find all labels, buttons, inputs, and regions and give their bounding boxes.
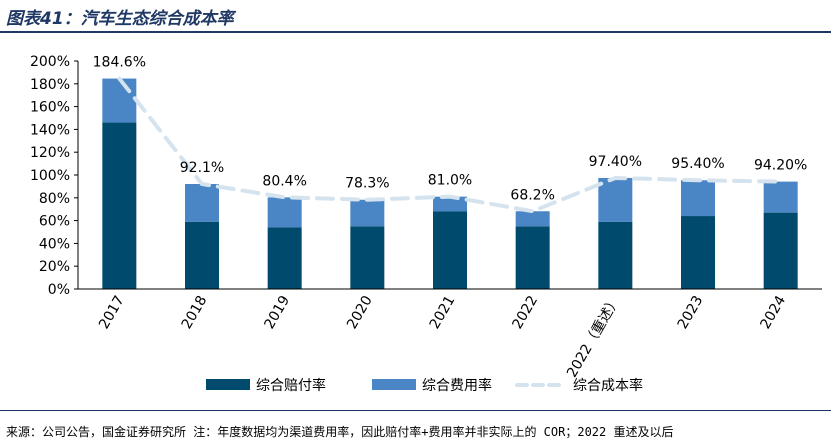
data-label: 68.2% bbox=[510, 187, 554, 203]
data-labels: 184.6% 92.1% 80.4% 78.3% 81.0% 68.2% 97.40% 95.… bbox=[93, 55, 808, 204]
expense-ratio-bar bbox=[598, 177, 633, 222]
y-tick-label: 160% bbox=[30, 100, 70, 116]
y-tick-label: 0% bbox=[48, 282, 70, 298]
legend-loss-ratio-label: 综合赔付率 bbox=[256, 377, 326, 394]
legend-expense-ratio-swatch bbox=[372, 379, 416, 390]
data-label: 95.40% bbox=[671, 156, 724, 172]
loss-ratio-bar bbox=[102, 122, 137, 289]
expense-ratio-bar bbox=[433, 196, 467, 212]
loss-ratio-bar bbox=[681, 216, 715, 289]
expense-ratio-bar bbox=[681, 180, 715, 217]
x-tick-label: 2020 bbox=[344, 293, 376, 332]
x-tick-label: 2024 bbox=[757, 293, 789, 332]
combined-ratio-line bbox=[117, 76, 783, 214]
loss-ratio-bar bbox=[267, 227, 302, 289]
y-axis: 0% 20% 40% 60% 80% 100% 120% 140% 160% 180% 200% bbox=[30, 54, 79, 298]
y-tick-label: 140% bbox=[30, 122, 70, 138]
bars bbox=[102, 78, 798, 289]
y-tick-label: 60% bbox=[39, 214, 70, 230]
legend-loss-ratio-swatch bbox=[206, 379, 250, 390]
data-label: 81.0% bbox=[428, 173, 472, 189]
expense-ratio-bar bbox=[763, 181, 798, 213]
loss-ratio-bar bbox=[598, 221, 633, 289]
x-axis: 2017 2018 2019 2020 2021 2022 2022（重述） 2023 2024 bbox=[78, 288, 822, 380]
x-tick-label: 2023 bbox=[675, 293, 707, 332]
data-label: 78.3% bbox=[345, 176, 389, 192]
x-tick-label: 2022 bbox=[509, 293, 541, 332]
data-label: 184.6% bbox=[93, 55, 146, 71]
legend-combined-ratio-label: 综合成本率 bbox=[573, 377, 643, 394]
source-note: 来源：公司公告，国金证券研究所 注：年度数据均为渠道费用率，因此赔付率+费用率并… bbox=[6, 425, 674, 439]
y-tick-label: 200% bbox=[30, 54, 70, 70]
y-tick-label: 100% bbox=[30, 168, 70, 184]
combined-ratio-series bbox=[117, 76, 783, 214]
data-label: 92.1% bbox=[180, 160, 224, 176]
expense-ratio-bar bbox=[185, 184, 219, 222]
y-tick-label: 180% bbox=[30, 77, 70, 93]
y-tick-label: 20% bbox=[39, 259, 70, 275]
expense-ratio-bar bbox=[515, 211, 550, 227]
loss-ratio-bar bbox=[350, 226, 385, 289]
loss-ratio-bar bbox=[433, 211, 467, 289]
data-label: 97.40% bbox=[589, 154, 642, 170]
data-label: 94.20% bbox=[754, 158, 807, 174]
expense-ratio-bar bbox=[267, 197, 302, 228]
y-tick-label: 40% bbox=[39, 236, 70, 252]
y-tick-label: 80% bbox=[39, 191, 70, 207]
loss-ratio-bar bbox=[515, 226, 550, 289]
title-divider bbox=[0, 31, 831, 33]
x-tick-label: 2018 bbox=[179, 293, 211, 332]
x-tick-label: 2021 bbox=[427, 293, 459, 332]
data-label: 80.4% bbox=[262, 173, 306, 189]
expense-ratio-bar bbox=[102, 78, 137, 123]
legend-expense-ratio-label: 综合费用率 bbox=[422, 377, 492, 394]
x-tick-label: 2017 bbox=[96, 293, 128, 332]
y-tick-label: 120% bbox=[30, 145, 70, 161]
stacked-bar-chart: 0% 20% 40% 60% 80% 100% 120% 140% 160% 180% 200% 1… bbox=[30, 54, 822, 394]
legend: 综合赔付率 综合费用率 综合成本率 bbox=[206, 377, 643, 394]
loss-ratio-bar bbox=[185, 221, 219, 289]
expense-ratio-bar bbox=[350, 199, 385, 227]
loss-ratio-bar bbox=[763, 212, 798, 289]
x-tick-label: 2019 bbox=[261, 293, 293, 332]
chart-title: 图表41：汽车生态综合成本率 bbox=[6, 9, 234, 29]
footer-divider bbox=[0, 410, 831, 411]
x-tick-label: 2022（重述） bbox=[564, 293, 624, 380]
